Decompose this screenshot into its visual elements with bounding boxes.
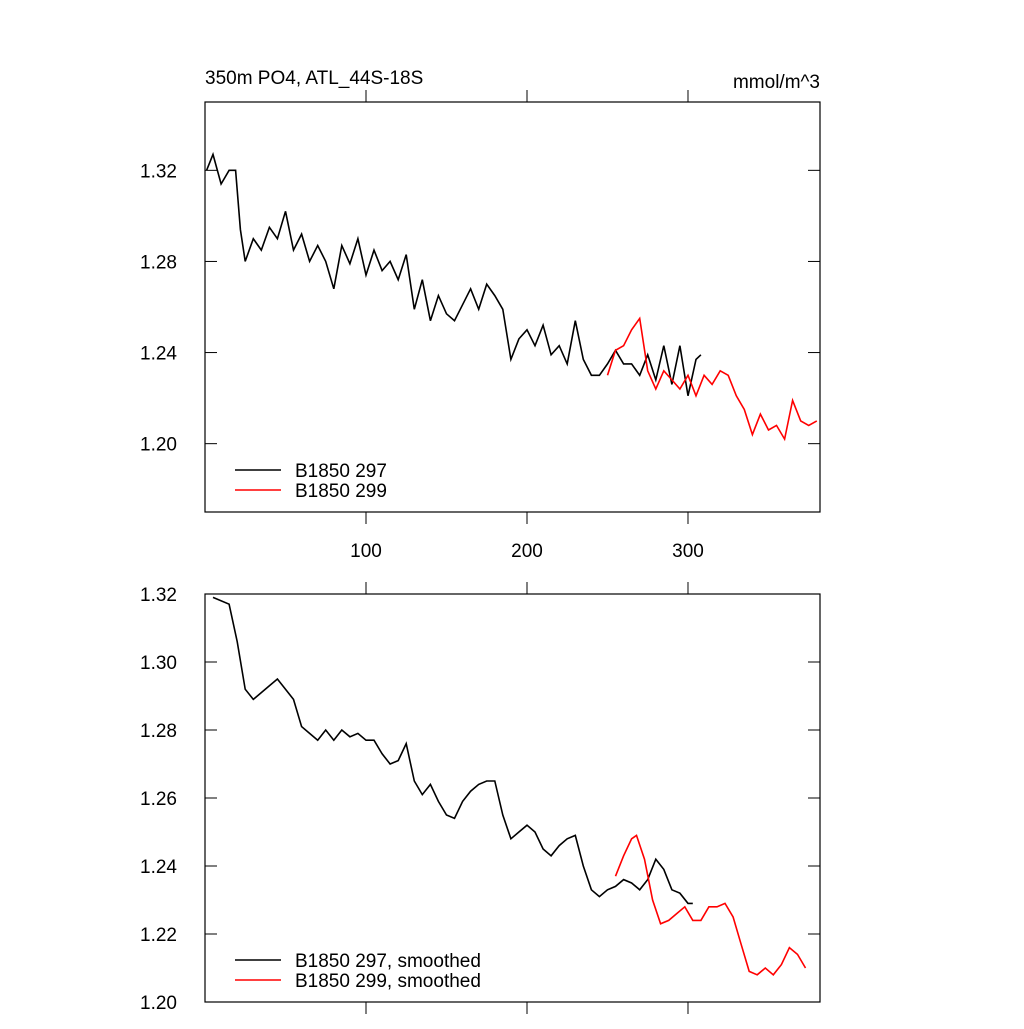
units-label: mmol/m^3 xyxy=(733,72,820,93)
y-tick-label: 1.32 xyxy=(140,585,177,606)
plot-frame xyxy=(204,593,821,1003)
legend-label: B1850 299 xyxy=(295,481,387,502)
y-tick-label: 1.26 xyxy=(140,789,177,810)
plot-frame xyxy=(204,101,821,513)
y-tick-label: 1.28 xyxy=(140,252,177,273)
y-tick-label: 1.20 xyxy=(140,435,177,456)
data-line xyxy=(212,596,693,905)
y-tick-label: 1.28 xyxy=(140,721,177,742)
legend-label: B1850 297, smoothed xyxy=(295,951,481,972)
data-line xyxy=(205,151,702,396)
data-line xyxy=(606,316,818,442)
y-tick-label: 1.22 xyxy=(140,925,177,946)
legend-label: B1850 299, smoothed xyxy=(295,971,481,992)
x-tick-label: 100 xyxy=(350,541,382,562)
chart-title: 350m PO4, ATL_44S-18S xyxy=(205,68,423,89)
y-tick-label: 1.20 xyxy=(140,993,177,1014)
y-tick-label: 1.32 xyxy=(140,161,177,182)
x-tick-label: 300 xyxy=(672,541,704,562)
y-tick-label: 1.24 xyxy=(140,857,177,878)
x-tick-label: 200 xyxy=(511,541,543,562)
y-tick-label: 1.30 xyxy=(140,653,177,674)
data-line xyxy=(614,834,807,976)
legend-label: B1850 297 xyxy=(295,461,387,482)
y-tick-label: 1.24 xyxy=(140,344,177,365)
